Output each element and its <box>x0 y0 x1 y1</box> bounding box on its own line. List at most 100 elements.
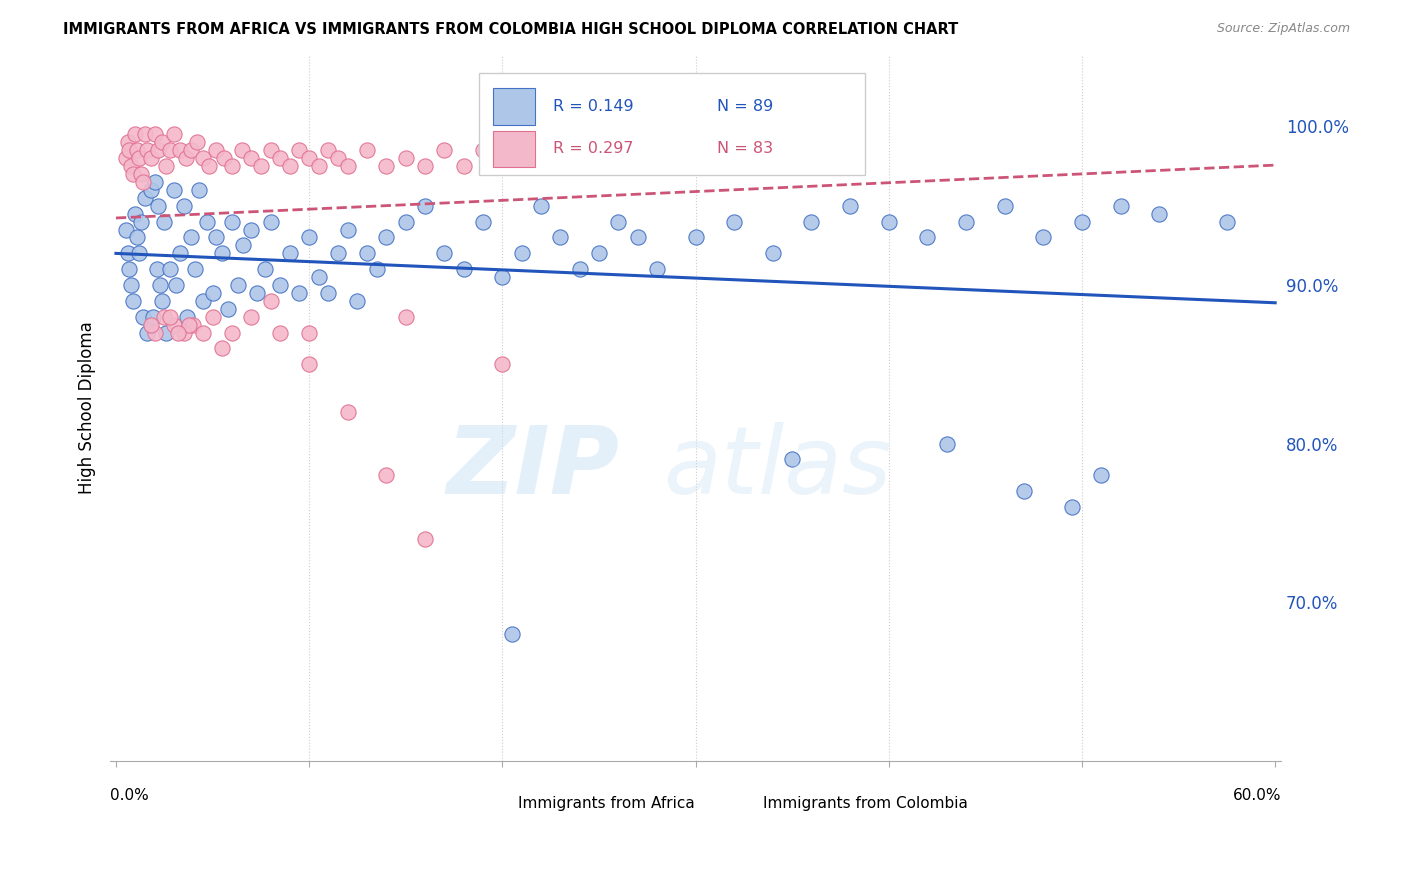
Point <box>176 310 198 324</box>
FancyBboxPatch shape <box>479 73 865 175</box>
Point <box>336 222 359 236</box>
Point <box>240 151 263 165</box>
Point <box>703 151 725 165</box>
Text: IMMIGRANTS FROM AFRICA VS IMMIGRANTS FROM COLOMBIA HIGH SCHOOL DIPLOMA CORRELATI: IMMIGRANTS FROM AFRICA VS IMMIGRANTS FRO… <box>63 22 959 37</box>
Point <box>550 159 572 173</box>
Point <box>250 159 273 173</box>
Point <box>1071 214 1094 228</box>
Point <box>308 159 330 173</box>
Point <box>148 199 170 213</box>
Point <box>124 128 146 142</box>
Point <box>762 246 785 260</box>
Point <box>173 199 195 213</box>
Point <box>166 326 188 340</box>
FancyBboxPatch shape <box>494 130 536 168</box>
Point <box>626 230 648 244</box>
Point <box>173 326 195 340</box>
Point <box>375 468 398 483</box>
Point <box>685 143 707 157</box>
Point <box>114 151 136 165</box>
Point <box>453 159 475 173</box>
Point <box>530 199 553 213</box>
Point <box>308 270 330 285</box>
Point <box>568 262 591 277</box>
Point <box>195 214 218 228</box>
Point <box>259 143 281 157</box>
Text: 60.0%: 60.0% <box>1233 788 1281 803</box>
Point <box>143 128 166 142</box>
Text: N = 83: N = 83 <box>717 142 773 156</box>
Point <box>217 301 239 316</box>
Text: ZIP: ZIP <box>447 422 620 514</box>
Point <box>174 151 197 165</box>
Point <box>288 285 311 300</box>
Point <box>143 326 166 340</box>
Point <box>395 214 418 228</box>
Point <box>259 214 281 228</box>
Point <box>413 159 436 173</box>
FancyBboxPatch shape <box>718 789 754 819</box>
Point <box>132 310 155 324</box>
Point <box>163 128 186 142</box>
Point <box>413 199 436 213</box>
Point <box>278 246 301 260</box>
Point <box>129 214 152 228</box>
Point <box>197 159 219 173</box>
Point <box>723 159 745 173</box>
Point <box>142 310 165 324</box>
Text: Source: ZipAtlas.com: Source: ZipAtlas.com <box>1216 22 1350 36</box>
Point <box>318 143 340 157</box>
Point <box>530 151 553 165</box>
Point <box>413 532 436 546</box>
Point <box>179 318 201 332</box>
Point <box>180 230 202 244</box>
Point <box>1216 214 1239 228</box>
Point <box>665 159 688 173</box>
Point <box>1032 230 1054 244</box>
Point <box>120 159 142 173</box>
Point <box>201 285 224 300</box>
Point <box>375 230 398 244</box>
Point <box>139 318 162 332</box>
Point <box>165 278 187 293</box>
Point <box>1090 468 1112 483</box>
FancyBboxPatch shape <box>472 789 508 819</box>
Y-axis label: High School Diploma: High School Diploma <box>79 321 96 494</box>
Point <box>117 246 139 260</box>
Point <box>212 151 235 165</box>
Point <box>326 246 349 260</box>
Point <box>153 310 176 324</box>
Point <box>356 246 378 260</box>
Text: Immigrants from Colombia: Immigrants from Colombia <box>763 797 969 811</box>
Point <box>201 310 224 324</box>
Point <box>118 143 141 157</box>
Point <box>645 262 668 277</box>
Point <box>346 293 368 308</box>
Point <box>124 207 146 221</box>
Point <box>134 128 156 142</box>
Point <box>588 246 610 260</box>
Point <box>723 214 745 228</box>
Point <box>375 159 398 173</box>
Point <box>232 238 254 252</box>
Point <box>326 151 349 165</box>
Point <box>685 230 707 244</box>
Point <box>298 326 321 340</box>
Point <box>128 246 150 260</box>
Point <box>135 143 157 157</box>
Point <box>366 262 388 277</box>
Point <box>139 151 162 165</box>
Point <box>1109 199 1132 213</box>
Point <box>221 159 243 173</box>
Point <box>645 151 668 165</box>
Point <box>122 167 145 181</box>
Point <box>114 222 136 236</box>
Point <box>877 214 900 228</box>
Point <box>917 230 939 244</box>
Point <box>253 262 276 277</box>
Point <box>211 246 233 260</box>
Point <box>191 151 214 165</box>
Point <box>298 357 321 371</box>
FancyBboxPatch shape <box>494 88 536 125</box>
Point <box>259 293 281 308</box>
